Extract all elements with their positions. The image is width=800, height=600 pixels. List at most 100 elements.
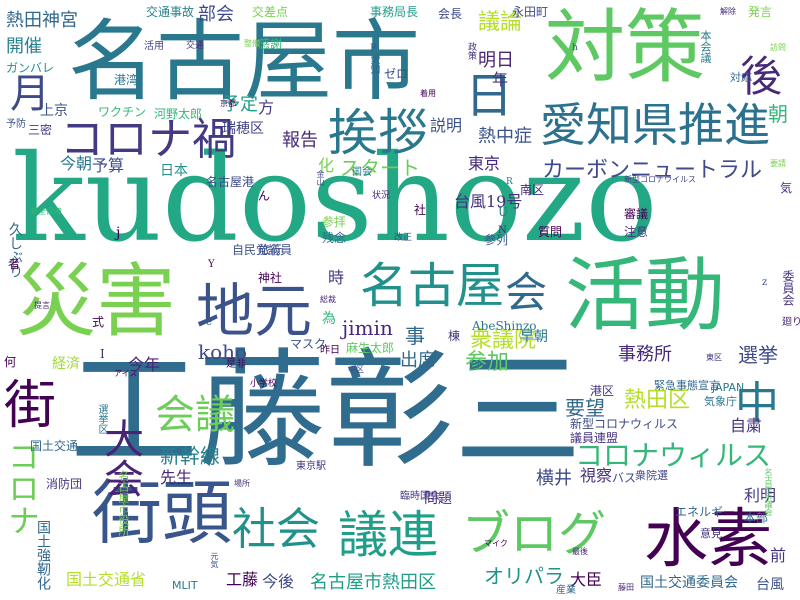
word-katsudo: 活動 bbox=[565, 249, 725, 342]
word-shitsumon: 質問 bbox=[538, 225, 563, 239]
word-senkyoku: 選挙区 bbox=[96, 404, 107, 434]
word-kotsu: 交通 bbox=[186, 41, 205, 51]
word-homon: 訪問 bbox=[770, 43, 786, 52]
word-mondai: 問題 bbox=[424, 491, 452, 507]
word-taio: 対応 bbox=[730, 71, 752, 84]
word-hokoku: 報告 bbox=[282, 130, 318, 151]
word-setsumei: 説明 bbox=[430, 116, 463, 135]
word-u: U bbox=[498, 205, 509, 219]
word-giren: 議連 bbox=[338, 506, 438, 564]
word-aichi-suishin: 愛知県推進 bbox=[540, 98, 770, 152]
word-kaigi: 会議 bbox=[155, 392, 235, 438]
word-katsuyo: 活用 bbox=[144, 41, 164, 52]
word-aisatsu: 挨拶 bbox=[328, 104, 428, 162]
word-kowan: 港湾 bbox=[114, 73, 139, 87]
word-sanretsu: 参列 bbox=[484, 233, 509, 247]
word-machi: 街 bbox=[4, 376, 57, 436]
word-kanayama: 金山 bbox=[316, 170, 325, 186]
word-zannen: 残念 bbox=[322, 231, 347, 245]
word-kishocho: 気象庁 bbox=[704, 395, 737, 408]
word-z: z bbox=[762, 277, 768, 288]
word-j: j bbox=[116, 225, 121, 241]
word-mono: 者 bbox=[8, 257, 21, 271]
word-energy: エネルギー bbox=[675, 505, 736, 519]
word-toki: 時 bbox=[328, 268, 345, 287]
word-anzen-hosho: 安全保障 bbox=[30, 207, 62, 216]
word-ice: アイス bbox=[114, 369, 138, 378]
word-higashi-ku: 東区 bbox=[706, 353, 722, 362]
word-iken: 意見 bbox=[700, 527, 722, 540]
word-nagoya-shi: 名古屋市 bbox=[68, 10, 421, 113]
word-ka: 化 bbox=[318, 156, 335, 175]
word-p: P bbox=[370, 43, 377, 54]
word-corona-vertical: コロナ bbox=[3, 440, 41, 536]
word-yotei: 予定 bbox=[222, 94, 258, 115]
word-saigai: 災害 bbox=[16, 255, 176, 348]
word-honbu: 本部 bbox=[744, 511, 769, 525]
word-sanka: 参加 bbox=[465, 350, 510, 375]
word-aso-taro: 麻生太郎 bbox=[346, 341, 395, 355]
word-suiso: 水素 bbox=[644, 503, 772, 577]
word-sensei: 先生 bbox=[160, 468, 193, 487]
word-koto: 事 bbox=[405, 324, 425, 348]
word-tsuki: 月 bbox=[10, 71, 50, 117]
word-kaisai: 開催 bbox=[6, 36, 42, 57]
word-chakuyo: 着用 bbox=[420, 89, 436, 98]
word-kyoto: 京都 bbox=[220, 99, 236, 108]
word-seibi: 整備 bbox=[244, 39, 260, 48]
word-shingata-corona-2: 新型コロナウイルス bbox=[624, 175, 696, 184]
word-kata: 方 bbox=[258, 98, 275, 117]
word-jimoto: 地元 bbox=[196, 277, 313, 345]
word-ganbare: ガンバレ bbox=[6, 61, 55, 75]
word-kotoshi: 今年 bbox=[128, 355, 161, 374]
word-genki: 元気 bbox=[210, 552, 219, 568]
word-kono-taro: 河野太郎 bbox=[154, 107, 203, 121]
word-kudoshozo: kudoshozo bbox=[12, 130, 658, 269]
word-o: O bbox=[470, 359, 480, 373]
word-kaisei: 改正 bbox=[394, 233, 413, 243]
word-shusseki: 出席 bbox=[400, 350, 436, 371]
word-kaijo: 解除 bbox=[720, 7, 736, 16]
word-taifu: 台風 bbox=[756, 577, 784, 593]
word-nagoya-shigikai: 名古屋市議会 bbox=[764, 468, 773, 516]
word-gaito: 街頭 bbox=[92, 472, 232, 554]
word-taikai: 大会 bbox=[97, 418, 143, 498]
word-sanpai: 参拝 bbox=[322, 215, 347, 229]
word-jimukyokucho: 事務局長 bbox=[370, 5, 419, 19]
word-shingi: 審議 bbox=[624, 207, 649, 221]
word-yokoi: 横井 bbox=[536, 468, 572, 489]
word-naka: 中 bbox=[735, 378, 779, 429]
word-jokyo: 上京 bbox=[40, 103, 68, 119]
word-daijin: 大臣 bbox=[570, 570, 603, 589]
word-japan: JAPAN bbox=[712, 381, 745, 394]
word-sangyo: 産業 bbox=[556, 585, 576, 596]
word-jinja: 神社 bbox=[258, 271, 283, 285]
word-yosei: 要請 bbox=[770, 159, 786, 168]
word-mune: 棟 bbox=[448, 329, 461, 343]
word-hi: 日 bbox=[465, 68, 514, 124]
word-kudo: 工藤 bbox=[226, 570, 259, 589]
word-shakai: 社会 bbox=[232, 504, 320, 555]
word-nagatacho: 永田町 bbox=[512, 5, 549, 19]
word-hatsugen: 発言 bbox=[748, 5, 773, 19]
word-asa: 朝 bbox=[768, 102, 788, 126]
word-kokudo-kotsusho: 国土交通省 bbox=[66, 570, 147, 589]
word-corona-ka: コロナ禍 bbox=[60, 114, 236, 165]
word-tokyo-eki: 東京駅 bbox=[296, 461, 326, 472]
word-e: e bbox=[206, 317, 212, 328]
word-shogakko: 小学校 bbox=[250, 379, 278, 389]
word-iinkai: 委員会 bbox=[781, 270, 795, 306]
word-jimin: jimin bbox=[342, 316, 393, 340]
word-yobo: 要望 bbox=[565, 396, 605, 420]
word-kokudo-kyojinka: 国土強靭化 bbox=[35, 520, 51, 590]
word-kino: 昨日 bbox=[320, 345, 340, 356]
word-n-upper: N bbox=[498, 225, 507, 236]
word-y: Y bbox=[208, 259, 215, 270]
word-tokyo: 東京 bbox=[468, 154, 501, 173]
word-kongo: 今後 bbox=[262, 572, 295, 591]
word-n: ん bbox=[258, 189, 271, 203]
word-jishuku: 自粛 bbox=[730, 416, 763, 435]
word-koho: koho bbox=[198, 340, 248, 364]
word-mic: マイク bbox=[484, 539, 508, 548]
word-mlit: MLIT bbox=[172, 579, 198, 592]
